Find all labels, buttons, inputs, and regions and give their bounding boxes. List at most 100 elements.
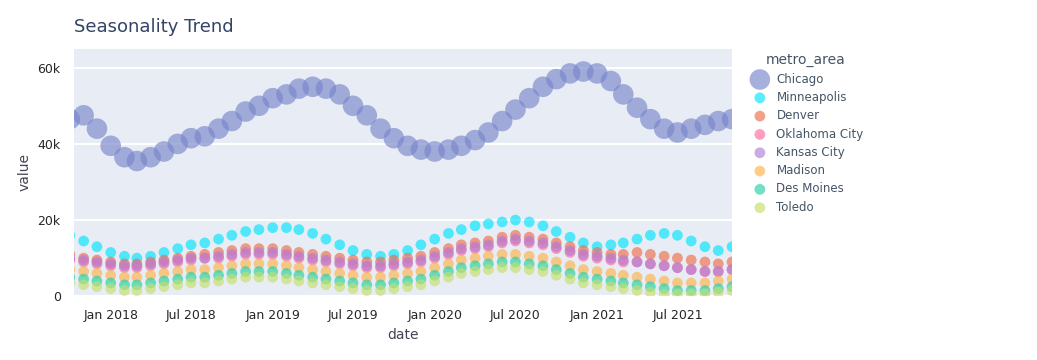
Denver xyxy=(440,246,456,252)
Denver xyxy=(521,234,537,240)
Minneapolis xyxy=(304,230,320,236)
Oklahoma City xyxy=(628,259,645,265)
Des Moines xyxy=(507,259,524,265)
Des Moines xyxy=(426,273,443,278)
Oklahoma City xyxy=(507,238,524,244)
Minneapolis xyxy=(602,242,619,248)
Des Moines xyxy=(669,288,685,293)
Oklahoma City xyxy=(88,261,105,267)
Minneapolis xyxy=(480,221,497,227)
Madison xyxy=(507,252,524,257)
Des Moines xyxy=(399,278,416,284)
Oklahoma City xyxy=(724,267,740,273)
Chicago xyxy=(467,137,483,143)
Minneapolis xyxy=(344,248,361,253)
Denver xyxy=(413,253,429,259)
Toledo xyxy=(494,265,510,271)
Denver xyxy=(264,246,281,252)
Toledo xyxy=(116,288,133,293)
Toledo xyxy=(386,286,402,292)
Oklahoma City xyxy=(332,261,348,267)
Kansas City xyxy=(142,261,159,267)
Kansas City xyxy=(413,257,429,263)
Denver xyxy=(615,252,632,257)
Madison xyxy=(290,265,307,271)
Minneapolis xyxy=(88,244,105,249)
Kansas City xyxy=(359,263,375,269)
Des Moines xyxy=(237,269,254,274)
Toledo xyxy=(278,276,295,282)
Oklahoma City xyxy=(589,255,606,261)
Oklahoma City xyxy=(116,265,133,271)
Denver xyxy=(480,238,497,244)
Denver xyxy=(156,257,172,263)
Des Moines xyxy=(589,276,606,282)
Kansas City xyxy=(521,238,537,244)
Des Moines xyxy=(224,270,241,276)
Madison xyxy=(615,273,632,278)
Des Moines xyxy=(142,280,159,286)
X-axis label: date: date xyxy=(387,328,419,342)
Minneapolis xyxy=(116,253,133,259)
Oklahoma City xyxy=(224,253,241,259)
Toledo xyxy=(453,270,470,276)
Toledo xyxy=(304,280,320,286)
Kansas City xyxy=(494,238,510,244)
Oklahoma City xyxy=(344,263,361,269)
Des Moines xyxy=(76,276,92,282)
Minneapolis xyxy=(224,233,241,238)
Des Moines xyxy=(697,288,713,293)
Toledo xyxy=(211,278,227,284)
Des Moines xyxy=(61,274,78,280)
Madison xyxy=(304,267,320,273)
Oklahoma City xyxy=(211,255,227,261)
Des Moines xyxy=(88,278,105,284)
Minneapolis xyxy=(589,244,606,249)
Denver xyxy=(251,246,268,252)
Minneapolis xyxy=(386,252,402,257)
Kansas City xyxy=(278,252,295,257)
Minneapolis xyxy=(264,225,281,230)
Madison xyxy=(628,274,645,280)
Toledo xyxy=(359,288,375,293)
Oklahoma City xyxy=(548,246,564,252)
Oklahoma City xyxy=(615,259,632,265)
Oklahoma City xyxy=(183,257,199,263)
Des Moines xyxy=(535,263,552,269)
Denver xyxy=(710,261,727,267)
Y-axis label: value: value xyxy=(18,153,32,192)
Madison xyxy=(372,274,389,280)
Des Moines xyxy=(683,288,700,293)
Toledo xyxy=(426,278,443,284)
Des Moines xyxy=(359,282,375,288)
Chicago xyxy=(278,91,295,97)
Denver xyxy=(589,249,606,255)
Madison xyxy=(426,265,443,271)
Minneapolis xyxy=(290,227,307,233)
Kansas City xyxy=(710,269,727,274)
Chicago xyxy=(88,126,105,131)
Minneapolis xyxy=(359,252,375,257)
Oklahoma City xyxy=(169,259,186,265)
Minneapolis xyxy=(467,223,483,229)
Denver xyxy=(332,255,348,261)
Kansas City xyxy=(399,259,416,265)
Denver xyxy=(372,259,389,265)
Toledo xyxy=(589,282,606,288)
Minneapolis xyxy=(628,236,645,242)
Madison xyxy=(332,270,348,276)
Des Moines xyxy=(211,273,227,278)
Toledo xyxy=(535,269,552,274)
Madison xyxy=(669,280,685,286)
Denver xyxy=(453,242,470,248)
Des Moines xyxy=(494,259,510,265)
Chicago xyxy=(669,130,685,135)
Toledo xyxy=(196,280,213,286)
Denver xyxy=(426,249,443,255)
Des Moines xyxy=(290,273,307,278)
Kansas City xyxy=(562,248,579,253)
Chicago xyxy=(628,105,645,111)
Chicago xyxy=(103,143,119,149)
Madison xyxy=(224,263,241,269)
Chicago xyxy=(576,69,592,75)
